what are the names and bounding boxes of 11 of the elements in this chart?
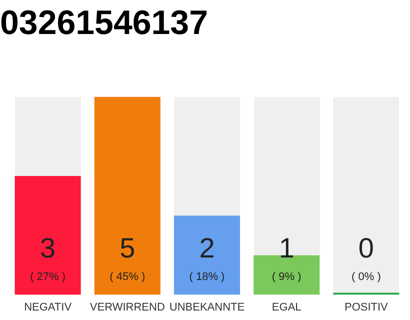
data-label: 3 ( 27% ) xyxy=(30,232,66,283)
x-tick-label: NEGATIV xyxy=(24,301,72,314)
data-label: 2 ( 18% ) xyxy=(189,232,225,283)
x-tick-label: EGAL xyxy=(272,301,302,314)
chart-title: 03261546137 xyxy=(0,4,208,42)
x-tick-label: POSITIV xyxy=(344,301,389,314)
x-tick-label: UNBEKANNTE xyxy=(169,301,245,314)
x-tick-label: VERWIRREND xyxy=(90,301,165,314)
data-label: 0 ( 0% ) xyxy=(352,232,381,283)
bar xyxy=(94,96,160,295)
data-label: 5 ( 45% ) xyxy=(110,232,146,283)
